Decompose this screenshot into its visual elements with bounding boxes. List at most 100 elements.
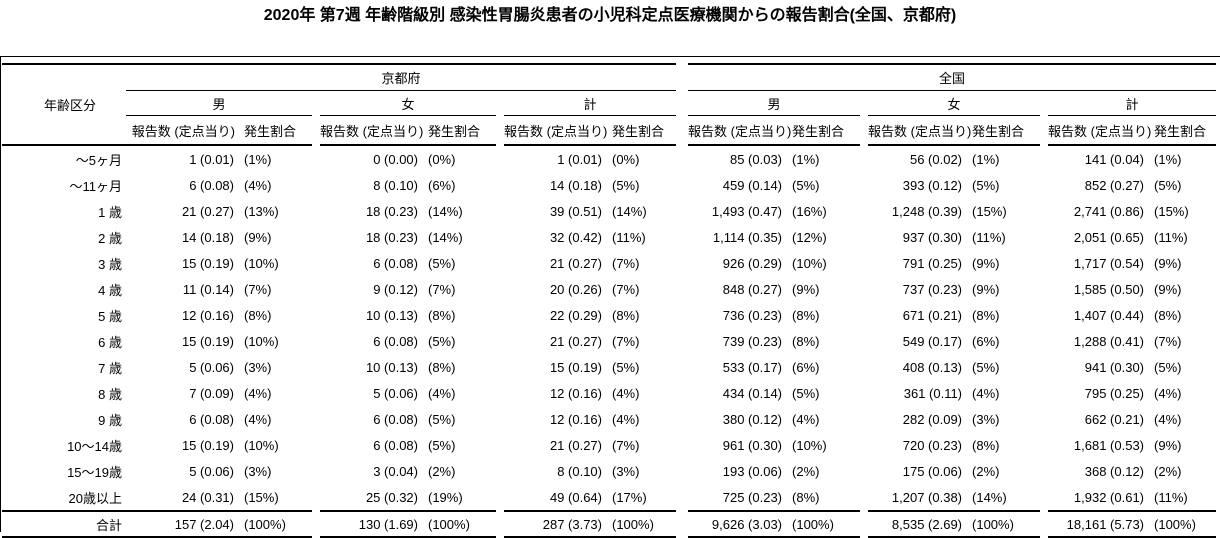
column-spacer (312, 91, 320, 116)
count-cell: 2,741 (0.86) (1073, 203, 1145, 219)
pct-cell: (7%) (1154, 333, 1182, 349)
section-spacer (676, 116, 688, 146)
count-header: 報告数 (定点当り) (320, 115, 423, 146)
age-column-header: 年齢区分 (2, 63, 126, 146)
pct-cell: (8%) (972, 307, 1000, 323)
pct-header: 発生割合 (604, 115, 677, 146)
pct-cell: (100%) (236, 510, 312, 538)
gender-header-zenkoku-total: 計 (1048, 90, 1217, 116)
count-cell: 6 (0.08) (373, 411, 418, 427)
column-spacer (312, 302, 320, 328)
pct-cell: (14%) (612, 203, 647, 219)
pct-cell: (7%) (612, 281, 640, 297)
count-cell: 5 (0.06) (189, 359, 234, 375)
count-cell: 937 (0.30) (902, 229, 963, 245)
pct-cell: (4%) (244, 385, 272, 401)
count-cell: 7 (0.09) (189, 385, 234, 401)
count-cell: 11 (0.14) (182, 281, 234, 297)
pct-cell: (10%) (792, 437, 827, 453)
column-spacer (312, 198, 320, 224)
pct-cell: (3%) (972, 411, 1000, 427)
count-cell: 6 (0.08) (189, 411, 234, 427)
count-cell: 791 (0.25) (902, 255, 963, 271)
count-cell: 926 (0.29) (722, 255, 783, 271)
count-cell: 1,248 (0.39) (891, 203, 963, 219)
pct-cell: (3%) (612, 463, 640, 479)
pct-cell: (9%) (972, 281, 1000, 297)
section-spacer (676, 328, 688, 354)
column-spacer (1040, 484, 1048, 511)
age-label: 8 歳 (98, 386, 122, 402)
count-cell: 18 (0.23) (365, 229, 418, 245)
section-spacer (676, 276, 688, 302)
pct-header: 発生割合 (236, 115, 312, 146)
pct-cell: (8%) (428, 307, 456, 323)
count-cell: 14 (0.18) (549, 177, 602, 193)
age-label: 15～19歳 (67, 464, 122, 480)
pct-cell: (10%) (244, 255, 279, 271)
count-cell: 6 (0.08) (373, 333, 418, 349)
pct-header: 発生割合 (420, 115, 496, 146)
count-header: 報告数 (定点当り) (688, 115, 791, 146)
pct-cell: (7%) (428, 281, 456, 297)
age-label: 5 歳 (98, 308, 122, 324)
count-cell: 21 (0.27) (549, 255, 602, 271)
count-cell: 1,585 (0.50) (1073, 281, 1145, 297)
column-spacer (496, 276, 504, 302)
pct-cell: (14%) (428, 229, 463, 245)
data-row: 6 歳 15 (0.19) (10%) 6 (0.08) (5%) 21 (0.27) (7… (2, 328, 1216, 354)
count-cell: 141 (0.04) (1084, 151, 1145, 167)
column-spacer (496, 406, 504, 432)
column-spacer (860, 276, 868, 302)
pct-cell: (4%) (1154, 385, 1182, 401)
section-spacer (676, 224, 688, 250)
count-cell: 361 (0.11) (903, 385, 963, 401)
column-spacer (1040, 172, 1048, 198)
count-header: 報告数 (定点当り) (868, 115, 971, 146)
count-cell: 12 (0.16) (549, 411, 602, 427)
pct-cell: (8%) (1154, 307, 1182, 323)
count-cell: 39 (0.51) (549, 203, 602, 219)
pct-cell: (6%) (428, 177, 456, 193)
column-spacer (860, 354, 868, 380)
pct-cell: (4%) (1154, 411, 1182, 427)
section-spacer (676, 432, 688, 458)
section-header-kyoto: 京都府 (126, 63, 677, 91)
count-cell: 549 (0.17) (902, 333, 963, 349)
column-spacer (312, 458, 320, 484)
column-spacer (860, 198, 868, 224)
column-spacer (860, 302, 868, 328)
count-cell: 9 (0.12) (373, 281, 418, 297)
pct-cell: (16%) (792, 203, 827, 219)
count-cell: 8 (0.10) (373, 177, 418, 193)
report-table: 年齢区分 京都府 全国 男 女 計 男 女 計 報告数 (定点当り) 発生割合 … (2, 63, 1217, 538)
column-spacer (496, 380, 504, 406)
count-cell: 739 (0.23) (722, 333, 783, 349)
data-row: 1 歳 21 (0.27) (13%) 18 (0.23) (14%) 39 (0.51)… (2, 198, 1216, 224)
section-spacer (676, 64, 688, 91)
pct-cell: (4%) (428, 385, 456, 401)
pct-cell: (8%) (428, 359, 456, 375)
pct-cell: (11%) (612, 229, 646, 245)
pct-cell: (10%) (792, 255, 827, 271)
column-spacer (312, 250, 320, 276)
count-cell: 282 (0.09) (902, 411, 963, 427)
age-label: 3 歳 (98, 256, 122, 272)
count-cell: 193 (0.06) (722, 463, 783, 479)
count-header: 報告数 (定点当り) (1048, 115, 1151, 146)
count-cell: 1,493 (0.47) (711, 203, 783, 219)
pct-cell: (13%) (244, 203, 279, 219)
count-cell: 12 (0.16) (181, 307, 234, 323)
section-spacer (676, 484, 688, 511)
column-spacer (496, 116, 504, 146)
section-spacer (676, 198, 688, 224)
column-spacer (1040, 432, 1048, 458)
column-spacer (860, 91, 868, 116)
pct-cell: (3%) (244, 359, 272, 375)
count-cell: 5 (0.06) (189, 463, 234, 479)
age-label: ～5ヶ月 (75, 152, 122, 168)
section-spacer (676, 250, 688, 276)
count-cell: 393 (0.12) (902, 177, 963, 193)
count-cell: 8,535 (2.69) (868, 510, 965, 538)
data-row: 4 歳 11 (0.14) (7%) 9 (0.12) (7%) 20 (0.26) (7%… (2, 276, 1216, 302)
